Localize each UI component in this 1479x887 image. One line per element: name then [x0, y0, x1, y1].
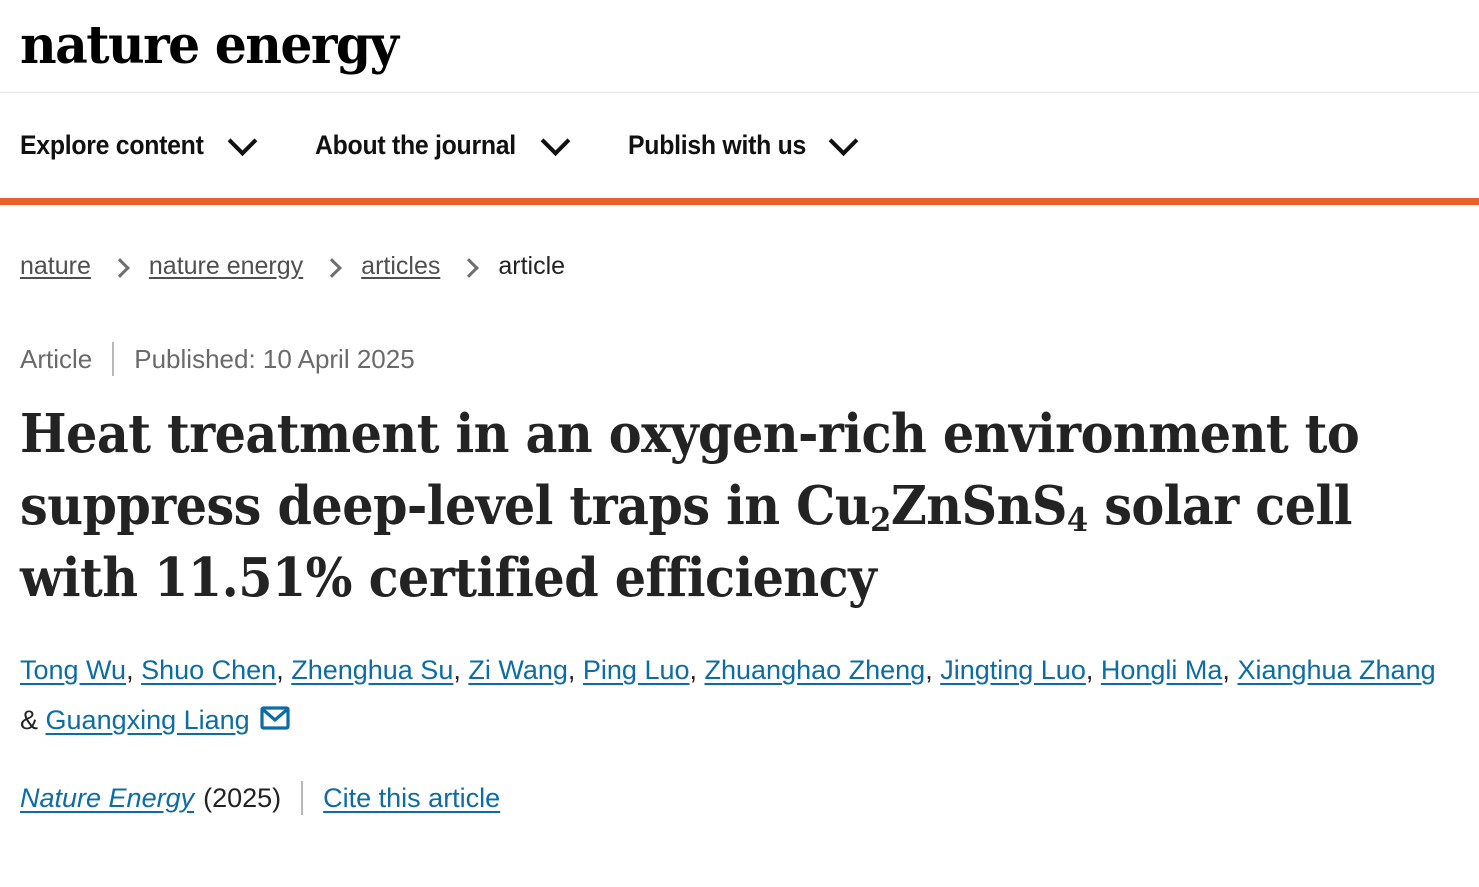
- nav-item-about-the-journal[interactable]: About the journal: [314, 126, 571, 161]
- brand-accent-rule: [0, 198, 1479, 205]
- author-separator: ,: [567, 655, 583, 686]
- chevron-right-icon: [322, 257, 343, 278]
- author-link[interactable]: Guangxing Liang: [45, 705, 250, 736]
- article-content: nature nature energy articles article Ar…: [0, 252, 1479, 816]
- title-segment: solar cell with 11.51% certified efficie…: [20, 475, 1352, 610]
- title-subscript: 4: [1066, 500, 1088, 540]
- author-separator: ,: [276, 655, 292, 686]
- nav-item-publish-with-us[interactable]: Publish with us: [627, 126, 859, 161]
- author-link[interactable]: Xianghua Zhang: [1237, 655, 1436, 686]
- title-segment: Heat treatment in an oxygen-rich environ…: [20, 403, 1360, 538]
- page-title: Heat treatment in an oxygen-rich environ…: [20, 398, 1459, 614]
- author-link[interactable]: Hongli Ma: [1100, 655, 1223, 686]
- author-separator: ,: [689, 655, 705, 686]
- author-conjunction: &: [20, 705, 39, 736]
- author-separator: ,: [453, 655, 469, 686]
- site-masthead: nature energy: [0, 0, 1479, 93]
- published-date-label: Published: 10 April 2025: [134, 343, 415, 374]
- primary-navigation: Explore content About the journal Publis…: [0, 93, 1479, 198]
- chevron-down-icon: [227, 126, 257, 157]
- breadcrumb-item-article: article: [498, 252, 566, 280]
- title-segment: ZnSnS: [890, 475, 1068, 538]
- title-subscript: 2: [870, 500, 891, 540]
- meta-divider: [112, 342, 115, 376]
- chevron-down-icon: [829, 126, 859, 157]
- breadcrumb-item-articles[interactable]: articles: [361, 252, 441, 280]
- article-meta: Article Published: 10 April 2025: [20, 342, 1459, 376]
- breadcrumb-item-nature[interactable]: nature: [20, 252, 91, 280]
- chevron-down-icon: [540, 126, 571, 157]
- author-separator: ,: [1222, 655, 1238, 686]
- breadcrumb: nature nature energy articles article: [20, 252, 1459, 281]
- journal-logo[interactable]: nature energy: [20, 15, 399, 76]
- author-link[interactable]: Tong Wu: [20, 655, 127, 686]
- nav-item-label: Explore content: [20, 130, 204, 160]
- author-link[interactable]: Zhenghua Su: [291, 655, 454, 686]
- author-link[interactable]: Jingting Luo: [940, 655, 1086, 686]
- author-separator: ,: [1085, 655, 1101, 686]
- chevron-right-icon: [459, 257, 480, 278]
- author-link[interactable]: Zi Wang: [468, 655, 568, 686]
- citation-row: Nature Energy (2025) Cite this article: [20, 781, 1459, 816]
- breadcrumb-item-nature-energy[interactable]: nature energy: [148, 252, 304, 280]
- author-list: Tong Wu, Shuo Chen, Zhenghua Su, Zi Wang…: [20, 646, 1459, 748]
- author-separator: ,: [925, 655, 941, 686]
- nav-item-label: Publish with us: [627, 130, 806, 160]
- publication-year: (2025): [203, 782, 282, 813]
- envelope-icon[interactable]: [260, 698, 290, 748]
- article-type-label: Article: [20, 343, 93, 374]
- chevron-right-icon: [109, 257, 130, 278]
- nav-item-label: About the journal: [314, 130, 516, 160]
- journal-name-link[interactable]: Nature Energy: [20, 782, 195, 813]
- author-separator: ,: [126, 655, 142, 686]
- author-link[interactable]: Ping Luo: [582, 655, 690, 686]
- citation-divider: [301, 781, 304, 816]
- nav-item-explore-content[interactable]: Explore content: [20, 126, 257, 161]
- cite-this-article-link[interactable]: Cite this article: [323, 782, 501, 813]
- author-link[interactable]: Zhuanghao Zheng: [704, 655, 926, 686]
- author-link[interactable]: Shuo Chen: [141, 655, 277, 686]
